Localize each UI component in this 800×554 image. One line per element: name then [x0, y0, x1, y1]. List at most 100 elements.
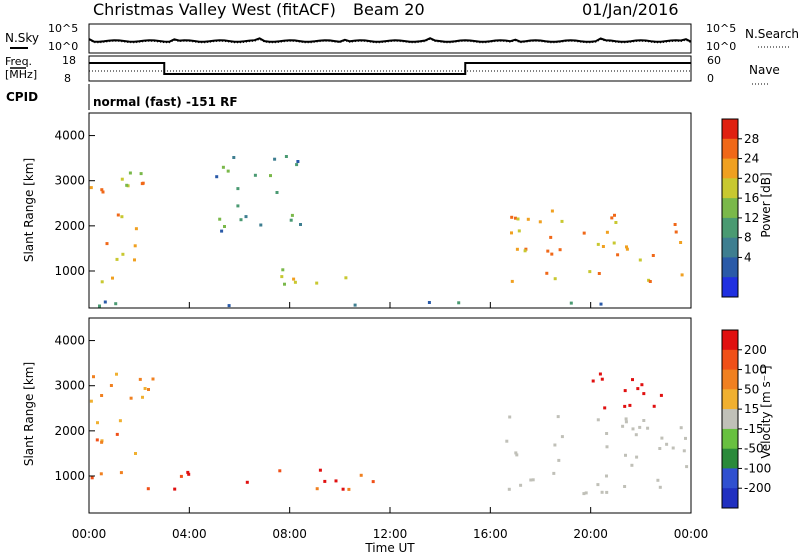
noise-right-tick-top: 10^5 — [706, 22, 736, 35]
heatmap-cell — [227, 304, 231, 308]
heatmap-cell — [236, 204, 240, 208]
heatmap-cell — [98, 304, 101, 308]
heatmap-cell — [318, 468, 322, 472]
colorbar-tick-label: 4 — [744, 250, 752, 264]
heatmap-cell — [111, 276, 114, 280]
heatmap-cell — [634, 433, 638, 437]
heatmap-cell — [596, 418, 600, 422]
velocity-ylabel: Slant Range [km] — [22, 362, 36, 466]
heatmap-cell — [99, 472, 103, 476]
heatmap-cell — [323, 479, 327, 483]
heatmap-cell — [685, 465, 689, 469]
noise-panel — [88, 23, 692, 54]
heatmap-cell — [128, 171, 132, 175]
heatmap-cell — [514, 451, 518, 455]
heatmap-cell — [605, 490, 609, 494]
station-title: Christmas Valley West (fitACF) — [93, 0, 336, 19]
cpid-text: normal (fast) -151 RF — [93, 95, 238, 109]
heatmap-cell — [293, 280, 297, 284]
heatmap-cell — [605, 432, 609, 435]
colorbar-segment — [722, 409, 738, 430]
heatmap-cell — [557, 458, 561, 462]
heatmap-cell — [591, 379, 595, 383]
heatmap-cell — [296, 160, 300, 163]
heatmap-cell — [359, 473, 363, 477]
heatmap-cell — [140, 182, 144, 186]
heatmap-cell — [624, 420, 628, 424]
heatmap-cell — [605, 230, 609, 234]
colorbar-tick-label: -15 — [744, 422, 764, 436]
heatmap-cell — [139, 172, 143, 176]
heatmap-cell — [638, 258, 642, 262]
heatmap-cell — [673, 223, 677, 226]
heatmap-cell — [623, 389, 627, 393]
heatmap-cell — [275, 191, 279, 194]
heatmap-cell — [658, 485, 662, 489]
heatmap-cell — [187, 472, 191, 476]
heatmap-cell — [138, 377, 142, 381]
freq-panel — [88, 55, 692, 82]
colorbar-tick-label: -200 — [744, 481, 771, 495]
heatmap-cell — [651, 254, 655, 257]
heatmap-cell — [538, 220, 542, 224]
heatmap-cell — [631, 427, 635, 431]
heatmap-cell — [621, 424, 625, 428]
x-tick-label: 04:00 — [172, 527, 207, 541]
y-tick-label: 4000 — [54, 334, 85, 348]
heatmap-cell — [129, 396, 133, 400]
heatmap-cell — [334, 479, 338, 483]
heatmap-cell — [299, 223, 302, 226]
heatmap-cell — [125, 183, 129, 187]
y-tick-label: 3000 — [54, 174, 85, 188]
heatmap-cell — [173, 487, 177, 491]
y-tick-label: 3000 — [54, 379, 85, 393]
heatmap-cell — [120, 177, 124, 181]
power-ylabel: Slant Range [km] — [22, 158, 36, 262]
velocity-colorbar-label: Velocity [m s⁻¹] — [759, 365, 773, 458]
heatmap-cell — [600, 490, 604, 494]
freq-label-bottom: [MHz] — [5, 68, 37, 81]
power-colorbar-label: Power [dB] — [759, 172, 773, 237]
heatmap-cell — [635, 455, 639, 459]
colorbar-tick-label: 200 — [744, 343, 767, 357]
heatmap-cell — [529, 478, 533, 482]
colorbar-segment — [722, 389, 738, 410]
colorbar-segment — [722, 257, 738, 278]
colorbar-frame — [721, 118, 739, 298]
heatmap-cell — [100, 188, 104, 192]
heatmap-cell — [605, 474, 608, 478]
heatmap-cell — [289, 218, 293, 222]
heatmap-cell — [141, 395, 144, 399]
heatmap-cell — [623, 485, 627, 488]
heatmap-cell — [507, 487, 511, 491]
heatmap-cell — [115, 372, 118, 376]
heatmap-cell — [631, 378, 634, 382]
y-tick-label: 4000 — [54, 129, 85, 143]
heatmap-cell — [588, 270, 592, 274]
heatmap-cell — [226, 169, 230, 173]
colorbar-segment — [722, 198, 738, 219]
colorbar-tick-label: 28 — [744, 132, 759, 146]
heatmap-cell — [552, 471, 556, 475]
heatmap-cell — [684, 436, 687, 440]
noise-left-tick-bottom: 10^0 — [48, 40, 78, 53]
heatmap-cell — [556, 415, 560, 419]
heatmap-cell — [371, 480, 375, 484]
heatmap-cell — [116, 213, 120, 217]
heatmap-cell — [546, 249, 550, 253]
colorbar-tick-label: 15 — [744, 402, 759, 416]
colorbar-segment — [722, 349, 738, 371]
heatmap-cell — [215, 175, 219, 179]
heatmap-cell — [523, 249, 527, 253]
y-tick-label: 1000 — [54, 264, 85, 278]
heatmap-cell — [526, 217, 530, 221]
heatmap-cell — [625, 245, 628, 249]
heatmap-cell — [143, 387, 147, 390]
colorbar-segment — [722, 178, 738, 199]
noise-sky-label: N.Sky — [5, 31, 39, 45]
heatmap-cell — [515, 453, 519, 457]
heatmap-cell — [640, 383, 644, 387]
colorbar-segment — [722, 277, 738, 298]
heatmap-cell — [100, 440, 104, 444]
noise-search-line — [88, 38, 692, 44]
